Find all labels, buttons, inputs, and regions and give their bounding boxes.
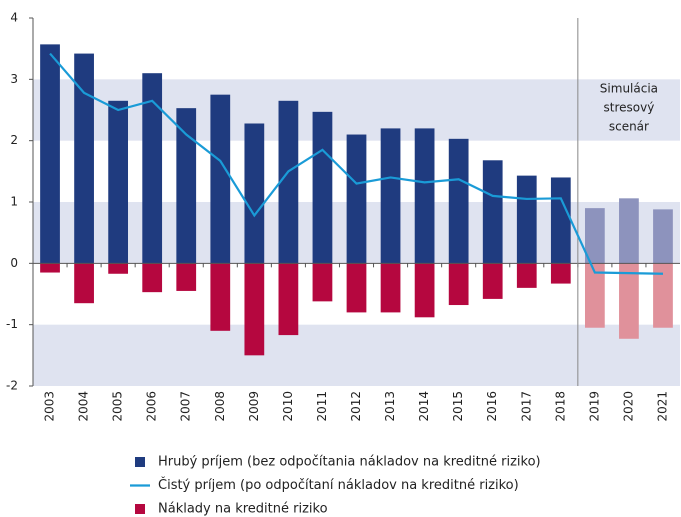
x-tick-label: 2008 (213, 391, 227, 422)
grid-band (33, 79, 680, 141)
x-tick-label: 2014 (417, 391, 431, 422)
bar (244, 123, 265, 264)
bar (40, 263, 60, 273)
y-tick-label: 1 (10, 195, 18, 209)
bar (414, 128, 435, 264)
bar (482, 160, 503, 264)
bar (516, 263, 537, 288)
x-tick-label: 2005 (111, 391, 125, 422)
bar (516, 175, 537, 264)
x-tick-label: 2021 (655, 391, 669, 422)
bar (584, 208, 605, 264)
bar (619, 198, 639, 264)
bar (346, 263, 367, 313)
bar (346, 134, 367, 264)
bar (653, 209, 673, 264)
annotation: Simulácia (600, 82, 658, 96)
bar (482, 263, 503, 299)
y-tick-label: -1 (6, 317, 18, 331)
bar (142, 73, 163, 264)
legend-swatch (135, 457, 145, 467)
y-tick-label: 4 (10, 11, 18, 25)
bar (210, 94, 231, 264)
grid-band (33, 324, 680, 386)
x-tick-label: 2007 (179, 391, 193, 422)
legend-swatch (135, 504, 145, 514)
bar (108, 100, 129, 264)
x-tick-label: 2012 (349, 391, 363, 422)
x-tick-label: 2018 (553, 391, 567, 422)
bar (210, 263, 231, 331)
bar (244, 263, 265, 356)
y-tick-label: -2 (6, 379, 18, 393)
bar (40, 44, 60, 264)
bar (550, 177, 571, 264)
annotation: scenár (609, 120, 649, 134)
annotation: stresový (604, 101, 655, 115)
bar (584, 263, 605, 328)
x-tick-label: 2006 (145, 391, 159, 422)
x-tick-label: 2011 (315, 391, 329, 422)
line (49, 52, 663, 275)
legend-label: Hrubý príjem (bez odpočítania nákladov n… (158, 455, 541, 470)
bar (312, 111, 333, 264)
x-tick-label: 2020 (621, 391, 635, 422)
bar (74, 263, 94, 304)
x-tick-label: 2010 (281, 391, 295, 422)
bar (312, 263, 333, 302)
bar (278, 100, 299, 264)
bar (108, 263, 129, 274)
bar (448, 138, 469, 264)
legend-label: Čistý príjem (po odpočítaní nákladov na … (158, 477, 519, 493)
x-tick-label: 2016 (485, 391, 499, 422)
x-tick-label: 2017 (519, 391, 533, 422)
x-tick-label: 2019 (587, 391, 601, 422)
bar (176, 108, 197, 264)
x-tick-label: 2013 (383, 391, 397, 422)
legend-label: Náklady na kreditné riziko (158, 502, 328, 517)
bar (176, 263, 197, 291)
bar (380, 128, 401, 264)
bar (278, 263, 299, 336)
bar (448, 263, 469, 306)
bar (550, 263, 571, 284)
x-tick-label: 2009 (247, 391, 261, 422)
x-tick-label: 2003 (43, 391, 57, 422)
bar (380, 263, 401, 313)
x-tick-label: 2004 (77, 391, 91, 422)
y-tick-label: 0 (10, 256, 18, 270)
x-tick-label: 2015 (451, 391, 465, 422)
bar (653, 263, 673, 328)
bar (142, 263, 163, 293)
bar (619, 263, 639, 339)
bar (74, 53, 94, 264)
y-tick-label: 3 (10, 72, 18, 86)
y-tick-label: 2 (10, 133, 18, 147)
bar (414, 263, 435, 318)
